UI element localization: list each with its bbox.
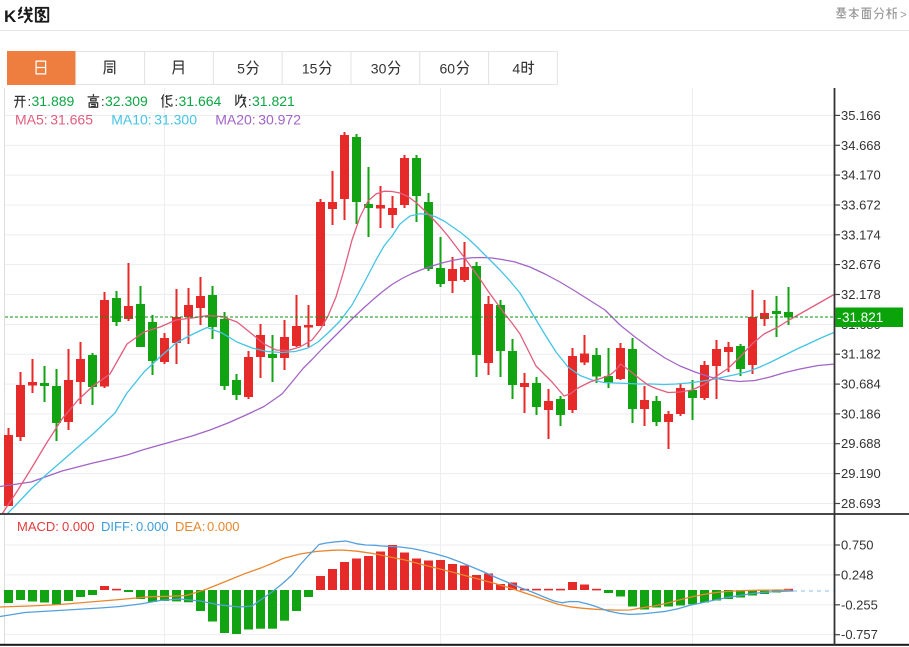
svg-text:4: 4 [512, 61, 520, 77]
svg-text:MA20:: MA20: [215, 112, 255, 128]
svg-text:MACD:: MACD: [17, 519, 59, 534]
svg-text:30.186: 30.186 [841, 406, 881, 421]
svg-text:DIFF:: DIFF: [101, 519, 134, 534]
svg-text:31.300: 31.300 [154, 112, 197, 128]
svg-text:-0.255: -0.255 [841, 597, 878, 612]
svg-text:34.668: 34.668 [841, 138, 881, 153]
svg-text:31.889: 31.889 [32, 93, 75, 109]
svg-text:DEA:: DEA: [175, 519, 205, 534]
svg-text:31.821: 31.821 [842, 310, 883, 325]
svg-text::: : [101, 94, 105, 109]
svg-text:MA10:: MA10: [111, 112, 151, 128]
svg-text:33.174: 33.174 [841, 227, 881, 242]
svg-text:28.693: 28.693 [841, 496, 881, 511]
svg-text:32.178: 32.178 [841, 287, 881, 302]
svg-text:31.665: 31.665 [50, 112, 93, 128]
svg-text::: : [248, 94, 252, 109]
svg-text::: : [175, 94, 179, 109]
svg-text:5: 5 [237, 61, 245, 77]
svg-text:34.170: 34.170 [841, 168, 881, 183]
svg-text:30: 30 [371, 61, 387, 77]
svg-text:-0.757: -0.757 [841, 627, 878, 642]
svg-text:K: K [4, 7, 17, 26]
svg-text:31.664: 31.664 [179, 93, 222, 109]
svg-text:>: > [900, 10, 907, 22]
svg-text:30.972: 30.972 [258, 112, 301, 128]
svg-text:32.676: 32.676 [841, 257, 881, 272]
svg-text:MA5:: MA5: [15, 112, 48, 128]
svg-text:31.821: 31.821 [252, 93, 295, 109]
svg-text:31.182: 31.182 [841, 347, 881, 362]
svg-text:0.000: 0.000 [62, 519, 95, 534]
svg-text:30.684: 30.684 [841, 377, 881, 392]
svg-text:32.309: 32.309 [105, 93, 148, 109]
svg-text:15: 15 [302, 61, 318, 77]
svg-text:-: - [837, 310, 841, 325]
svg-text:33.672: 33.672 [841, 198, 881, 213]
svg-text:29.190: 29.190 [841, 466, 881, 481]
svg-text:0.248: 0.248 [841, 567, 874, 582]
svg-text:0.750: 0.750 [841, 538, 874, 553]
svg-text:29.688: 29.688 [841, 436, 881, 451]
svg-text::: : [28, 94, 32, 109]
svg-text:0.000: 0.000 [136, 519, 169, 534]
svg-text:60: 60 [440, 61, 456, 77]
svg-text:35.166: 35.166 [841, 108, 881, 123]
svg-text:0.000: 0.000 [207, 519, 240, 534]
